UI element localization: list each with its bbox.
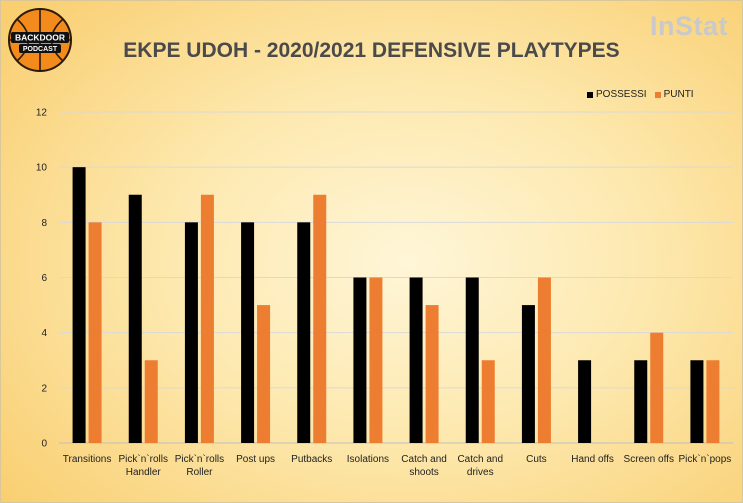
logo-text-bottom: PODCAST <box>23 46 58 53</box>
y-tick-label: 0 <box>41 439 47 450</box>
bar-possessi <box>690 360 704 443</box>
legend-swatch-possessi <box>587 91 593 98</box>
y-tick-label: 8 <box>41 218 47 229</box>
bar-punti <box>257 305 271 443</box>
bar-possessi <box>353 277 367 443</box>
bar-punti <box>313 194 327 443</box>
bar-possessi <box>409 277 423 443</box>
y-tick-label: 10 <box>36 163 48 174</box>
logo-text-top: BACKDOOR <box>15 33 65 43</box>
y-tick-label: 2 <box>41 383 47 394</box>
bar-punti <box>425 305 439 443</box>
x-tick-label: Cuts <box>526 454 547 465</box>
backdoor-podcast-logo: BACKDOOR PODCAST <box>8 8 72 72</box>
bar-possessi <box>241 222 255 443</box>
bar-possessi <box>128 194 142 443</box>
bar-possessi <box>72 167 86 443</box>
bar-punti <box>88 222 102 443</box>
legend-item-punti: PUNTI <box>654 89 694 100</box>
x-tick-label: Post ups <box>236 454 275 465</box>
bar-punti <box>537 277 551 443</box>
legend-label-possessi: POSSESSI <box>596 89 647 100</box>
y-tick-label: 6 <box>41 273 47 284</box>
bar-possessi <box>297 222 311 443</box>
bar-punti <box>369 277 383 443</box>
legend-label-punti: PUNTI <box>663 89 694 100</box>
bar-possessi <box>465 277 479 443</box>
x-tick-label: Catch and drives <box>457 454 503 478</box>
x-tick-label: Catch and shoots <box>401 454 447 478</box>
legend-swatch-punti <box>654 91 661 98</box>
bar-punti <box>144 360 158 443</box>
chart-title: EKPE UDOH - 2020/2021 DEFENSIVE PLAYTYPE… <box>123 39 620 62</box>
x-tick-label: Pick`n`pops <box>679 453 732 465</box>
bar-punti <box>650 332 664 443</box>
x-tick-label: Putbacks <box>291 454 332 465</box>
bar-punti <box>481 360 495 443</box>
y-tick-label: 4 <box>41 328 47 339</box>
x-tick-label: Hand offs <box>571 454 614 465</box>
x-tick-label: Isolations <box>347 454 389 465</box>
x-tick-label: Pick`n`rolls Roller <box>175 453 224 478</box>
bar-possessi <box>578 360 592 443</box>
bar-possessi <box>184 222 198 443</box>
legend-item-possessi: POSSESSI <box>587 89 647 100</box>
bar-punti <box>200 194 214 443</box>
bar-possessi <box>521 305 535 443</box>
bar-possessi <box>634 360 648 443</box>
x-tick-label: Transitions <box>63 454 112 465</box>
bar-punti <box>706 360 720 443</box>
x-tick-label: Screen offs <box>624 454 674 465</box>
chart-legend: POSSESSI PUNTI <box>587 89 702 100</box>
y-tick-label: 12 <box>36 108 48 119</box>
instat-brand: InStat <box>649 11 728 41</box>
x-tick-label: Pick`n`rolls Handler <box>119 453 168 478</box>
